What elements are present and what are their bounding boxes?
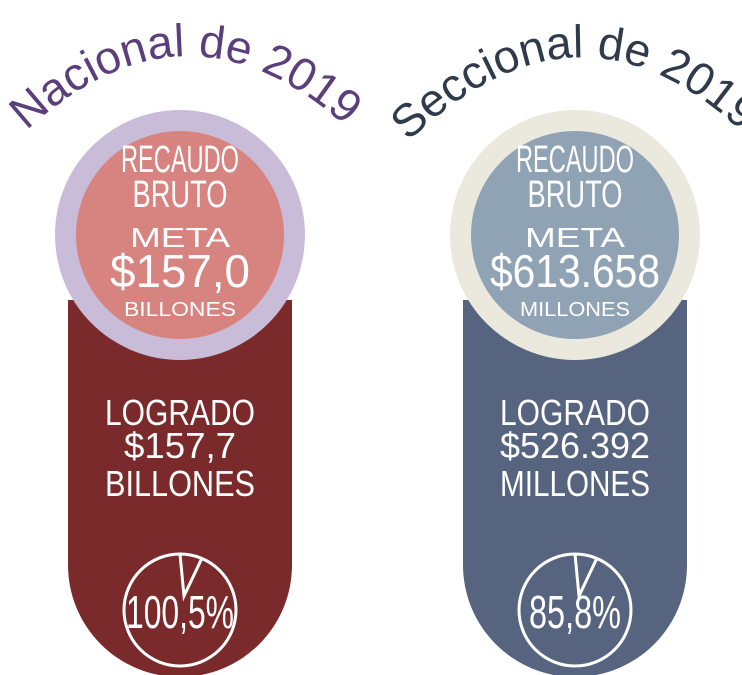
- circle-text: RECAUDO: [516, 139, 634, 181]
- achieved-text: BILLONES: [105, 463, 255, 504]
- pill: [463, 300, 687, 675]
- inner-circle: [76, 131, 284, 339]
- achieved-text: MILLONES: [500, 463, 650, 504]
- percent-text: 100,5%: [126, 586, 234, 638]
- circle-text: $157,0: [110, 245, 250, 297]
- circle-text: META: [130, 222, 230, 253]
- achieved-text: $157,7: [124, 425, 236, 466]
- percent-notch: [573, 553, 599, 602]
- circle-text: BILLONES: [124, 299, 236, 321]
- percent-text: 85,8%: [529, 586, 621, 638]
- achieved-text: $526.392: [500, 425, 650, 466]
- circle-text: $613.658: [490, 245, 660, 297]
- pill: [68, 300, 292, 675]
- achieved-text: LOGRADO: [500, 392, 650, 433]
- inner-circle: [471, 131, 679, 339]
- panel: Nacional de 2019RECAUDOBRUTOMETA$157,0BI…: [0, 14, 372, 675]
- circle-text: MILLONES: [520, 299, 630, 321]
- circle-text: BRUTO: [528, 174, 623, 216]
- circle-text: META: [525, 222, 625, 253]
- achieved-text: LOGRADO: [105, 392, 255, 433]
- circle-text: BRUTO: [133, 174, 228, 216]
- panel: Seccional de 2019RECAUDOBRUTOMETA$613.65…: [380, 15, 742, 675]
- percent-notch: [178, 553, 204, 602]
- circle-text: RECAUDO: [121, 139, 239, 181]
